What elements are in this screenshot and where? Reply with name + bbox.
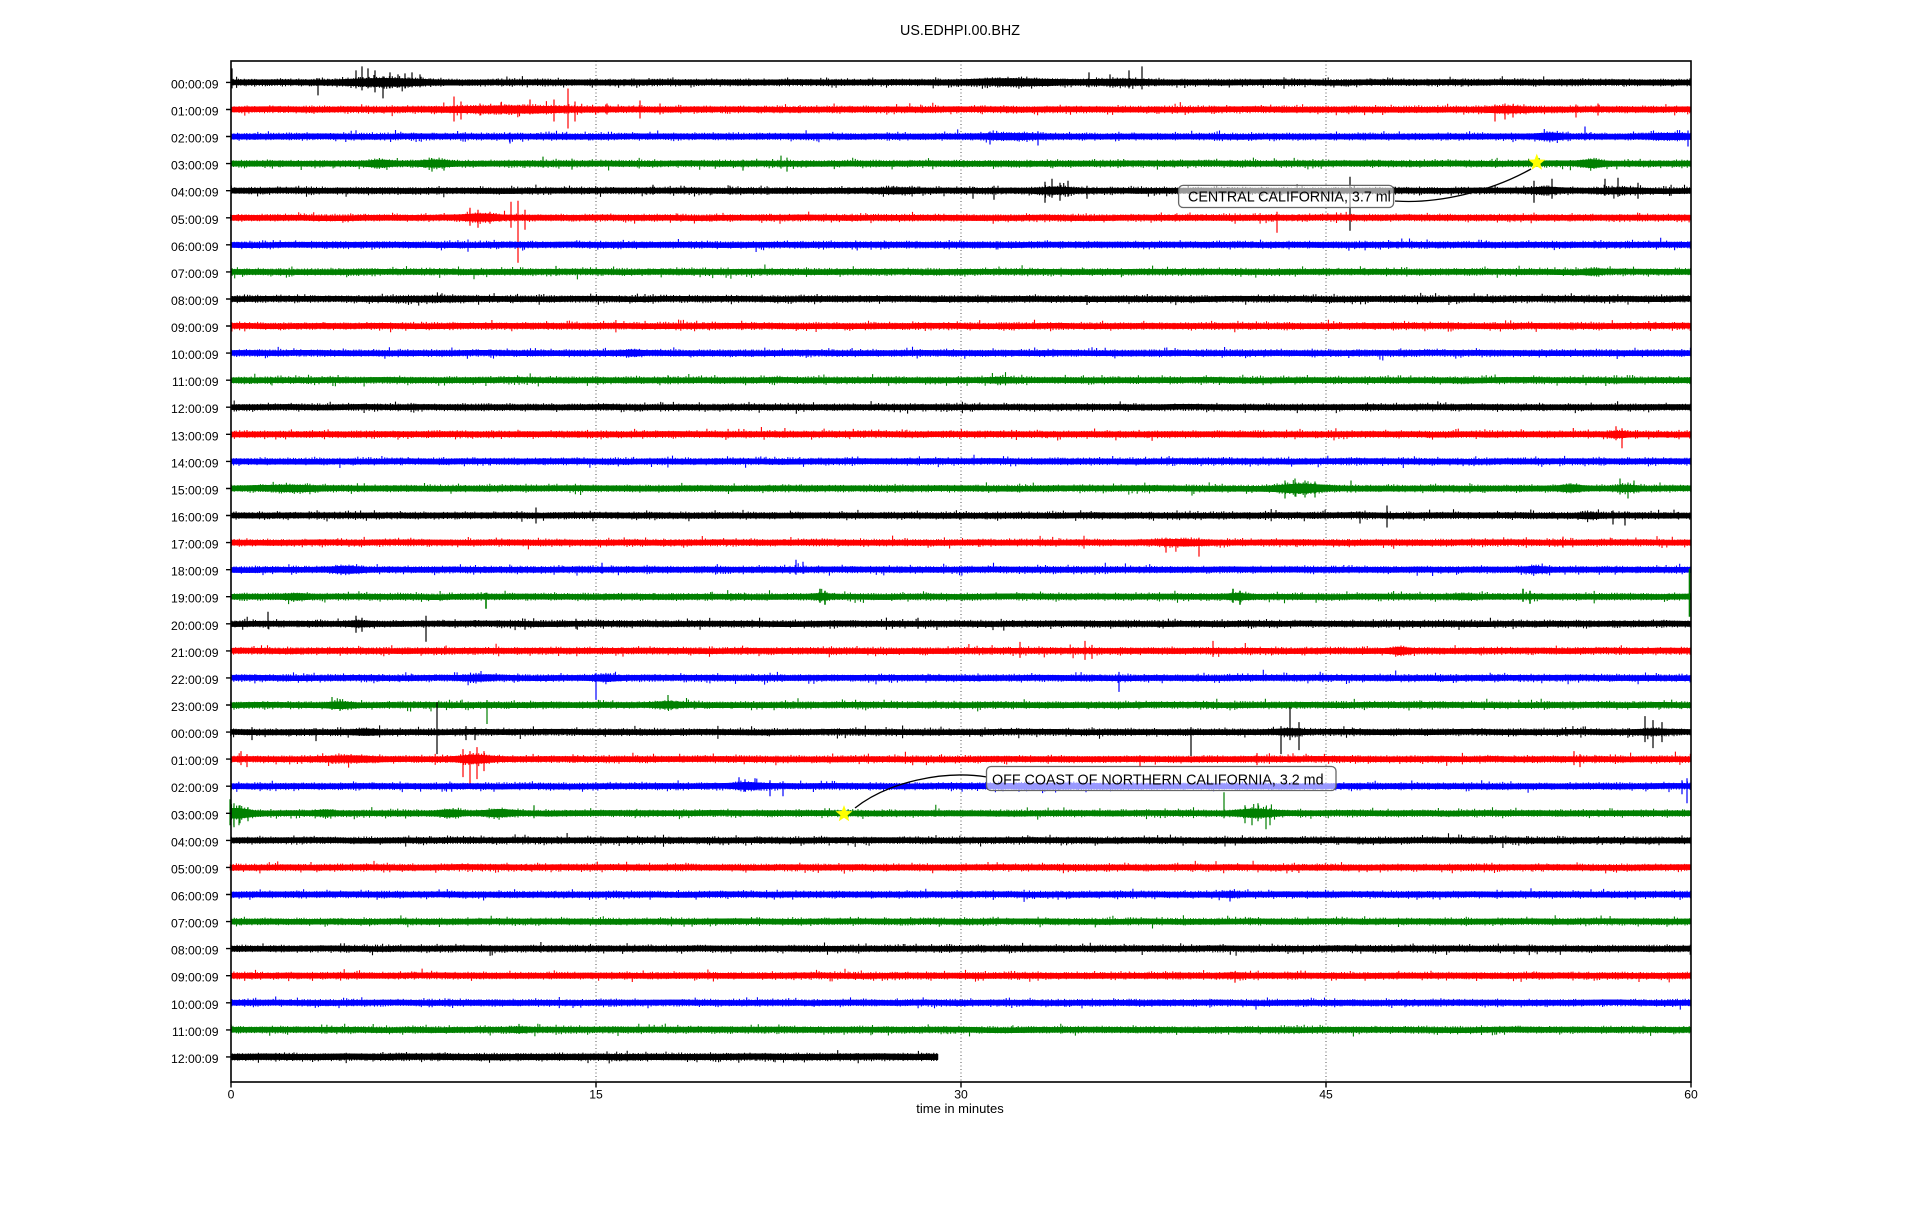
svg-text:06:00:09: 06:00:09 (171, 240, 219, 254)
svg-text:13:00:09: 13:00:09 (171, 429, 219, 443)
svg-text:03:00:09: 03:00:09 (171, 159, 219, 173)
svg-text:16:00:09: 16:00:09 (171, 511, 219, 525)
svg-text:02:00:09: 02:00:09 (171, 132, 219, 146)
svg-text:00:00:09: 00:00:09 (171, 727, 219, 741)
svg-text:11:00:09: 11:00:09 (172, 1025, 219, 1039)
svg-text:01:00:09: 01:00:09 (171, 105, 219, 119)
svg-text:10:00:09: 10:00:09 (171, 998, 219, 1012)
svg-text:CENTRAL CALIFORNIA, 3.7 ml: CENTRAL CALIFORNIA, 3.7 ml (1188, 190, 1391, 206)
svg-text:17:00:09: 17:00:09 (171, 538, 219, 552)
svg-text:15:00:09: 15:00:09 (171, 484, 219, 498)
svg-text:11:00:09: 11:00:09 (172, 375, 219, 389)
svg-text:OFF COAST OF NORTHERN CALIFORN: OFF COAST OF NORTHERN CALIFORNIA, 3.2 md (992, 772, 1324, 788)
svg-text:22:00:09: 22:00:09 (171, 673, 219, 687)
svg-text:time in minutes: time in minutes (916, 1101, 1004, 1116)
svg-text:14:00:09: 14:00:09 (171, 456, 219, 470)
svg-text:18:00:09: 18:00:09 (171, 565, 219, 579)
svg-text:12:00:09: 12:00:09 (171, 402, 219, 416)
svg-text:60: 60 (1684, 1088, 1698, 1102)
svg-text:01:00:09: 01:00:09 (171, 754, 219, 768)
svg-text:02:00:09: 02:00:09 (171, 781, 219, 795)
svg-text:03:00:09: 03:00:09 (171, 808, 219, 822)
svg-text:0: 0 (228, 1088, 235, 1102)
svg-text:45: 45 (1319, 1088, 1333, 1102)
svg-text:05:00:09: 05:00:09 (171, 862, 219, 876)
svg-text:30: 30 (954, 1088, 968, 1102)
svg-text:12:00:09: 12:00:09 (171, 1052, 219, 1066)
svg-text:08:00:09: 08:00:09 (171, 294, 219, 308)
svg-text:20:00:09: 20:00:09 (171, 619, 219, 633)
svg-text:US.EDHPI.00.BHZ: US.EDHPI.00.BHZ (900, 23, 1020, 39)
svg-text:04:00:09: 04:00:09 (171, 186, 219, 200)
svg-text:09:00:09: 09:00:09 (171, 321, 219, 335)
svg-text:10:00:09: 10:00:09 (171, 348, 219, 362)
svg-text:06:00:09: 06:00:09 (171, 890, 219, 904)
svg-text:21:00:09: 21:00:09 (171, 646, 219, 660)
svg-text:08:00:09: 08:00:09 (171, 944, 219, 958)
svg-text:09:00:09: 09:00:09 (171, 971, 219, 985)
svg-text:00:00:09: 00:00:09 (171, 77, 219, 91)
svg-text:15: 15 (589, 1088, 603, 1102)
svg-text:05:00:09: 05:00:09 (171, 213, 219, 227)
svg-text:19:00:09: 19:00:09 (171, 592, 219, 606)
svg-text:07:00:09: 07:00:09 (171, 267, 219, 281)
svg-text:23:00:09: 23:00:09 (171, 700, 219, 714)
svg-text:04:00:09: 04:00:09 (171, 835, 219, 849)
svg-text:07:00:09: 07:00:09 (171, 917, 219, 931)
